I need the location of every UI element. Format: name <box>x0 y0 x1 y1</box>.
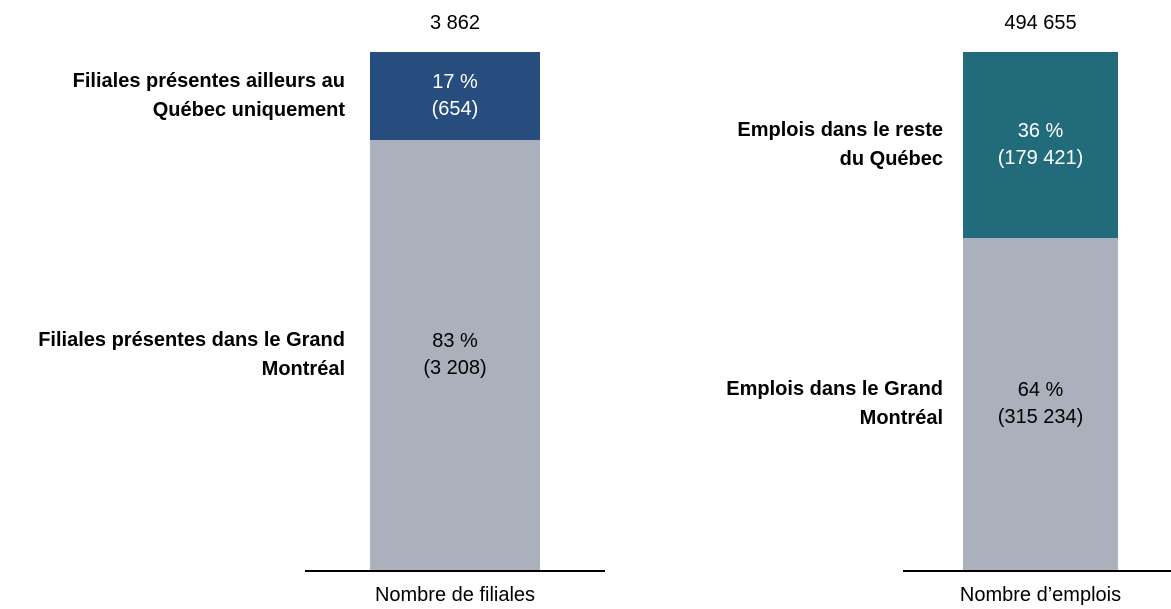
category-label: Nombre de filiales <box>374 584 536 606</box>
total-label: 3 862 <box>429 12 481 34</box>
value-label: 83 % (3 208) <box>370 328 540 382</box>
percent-label: 17 % <box>432 71 478 94</box>
value-label: 17 % (654) <box>370 69 540 123</box>
axis-line <box>305 570 605 572</box>
count-label: (3 208) <box>423 357 487 380</box>
percent-label: 83 % <box>432 330 478 353</box>
value-label: 64 % (315 234) <box>963 377 1118 431</box>
category-label: Nombre d’emplois <box>959 584 1122 606</box>
bar-segment <box>963 52 1118 239</box>
segment-name: Emplois dans le Grand Montréal <box>726 378 943 430</box>
bar-segment <box>963 238 1118 570</box>
percent-label: 64 % <box>1017 379 1064 402</box>
bar-segment <box>370 52 540 141</box>
count-label: (179 421) <box>997 147 1084 170</box>
count-label: (654) <box>431 98 479 121</box>
bar-segment <box>370 140 540 570</box>
axis-line <box>903 570 1171 572</box>
segment-name: Filiales présentes dans le Grand Montréa… <box>38 329 345 381</box>
total-label: 494 655 <box>1004 12 1077 34</box>
count-label: (315 234) <box>997 406 1084 429</box>
segment-name: Filiales présentes ailleurs au Québec un… <box>72 70 345 122</box>
value-label: 36 % (179 421) <box>963 118 1118 172</box>
segment-name: Emplois dans le reste du Québec <box>737 119 943 171</box>
percent-label: 36 % <box>1017 120 1064 143</box>
